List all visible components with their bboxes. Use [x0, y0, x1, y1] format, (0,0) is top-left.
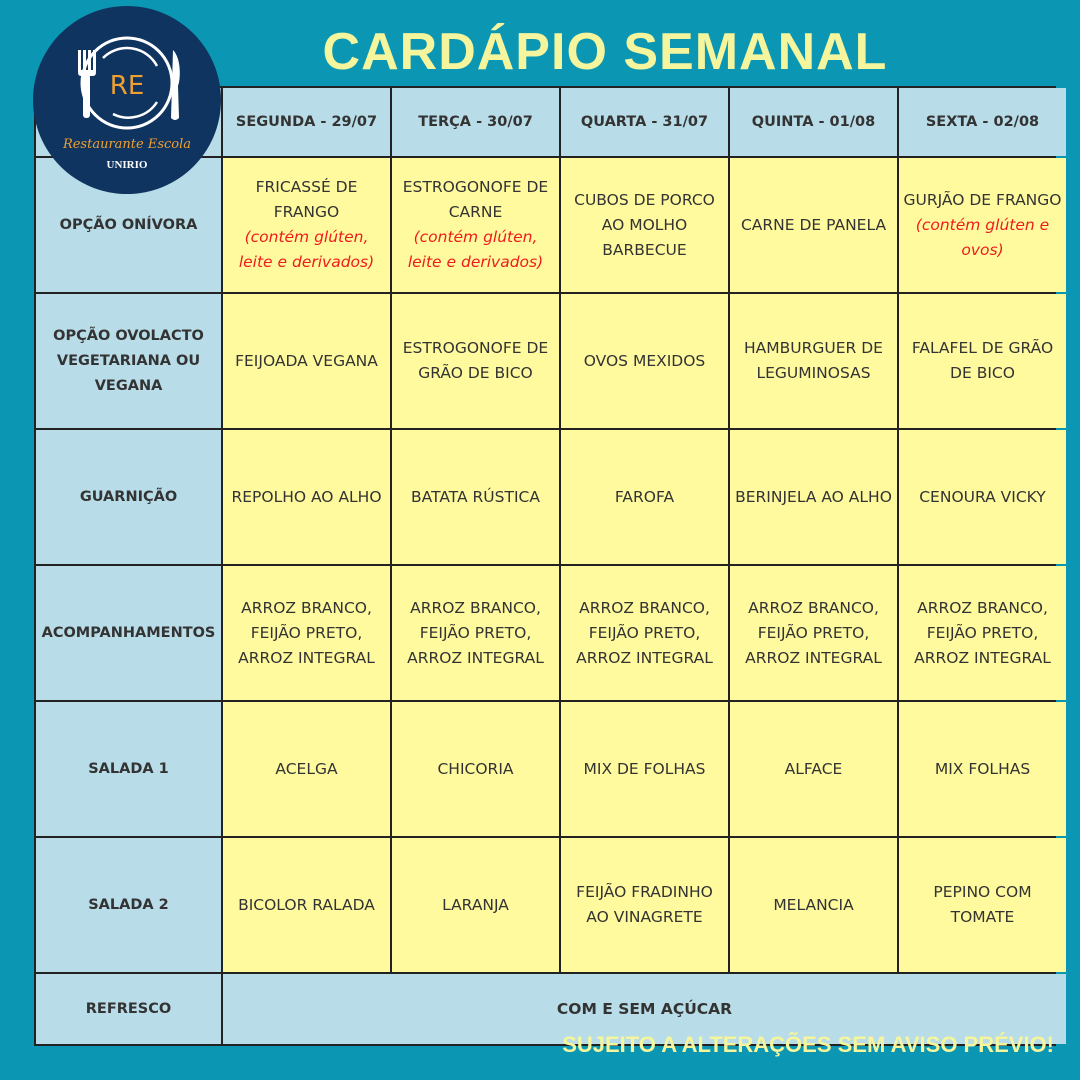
row-label: GUARNIÇÃO — [36, 430, 221, 564]
day-header: QUARTA - 31/07 — [561, 88, 728, 156]
svg-text:Restaurante Escola: Restaurante Escola — [62, 137, 191, 152]
dish-name: CUBOS DE PORCO AO MOLHO BARBECUE — [574, 190, 715, 259]
dish-name: ARROZ BRANCO, FEIJÃO PRETO, ARROZ INTEGR… — [745, 598, 882, 667]
dish-name: BATATA RÚSTICA — [411, 487, 540, 506]
menu-cell: FEIJÃO FRADINHO AO VINAGRETE — [561, 838, 728, 972]
day-header: SEXTA - 02/08 — [899, 88, 1066, 156]
dish-name: CHICORIA — [437, 759, 514, 778]
dish-name: FEIJOADA VEGANA — [235, 351, 378, 370]
menu-cell: OVOS MEXIDOS — [561, 294, 728, 428]
menu-cell: ARROZ BRANCO, FEIJÃO PRETO, ARROZ INTEGR… — [730, 566, 897, 700]
menu-cell: GURJÃO DE FRANGO (contém glúten e ovos) — [899, 158, 1066, 292]
menu-cell: ARROZ BRANCO, FEIJÃO PRETO, ARROZ INTEGR… — [223, 566, 390, 700]
page-title: CARDÁPIO SEMANAL — [322, 23, 888, 81]
menu-cell: ALFACE — [730, 702, 897, 836]
allergen-note: (contém glúten, leite e derivados) — [407, 228, 544, 271]
dish-name: FRICASSÉ DE FRANGO — [255, 178, 358, 221]
menu-cell: MIX FOLHAS — [899, 702, 1066, 836]
menu-cell: MELANCIA — [730, 838, 897, 972]
dish-name: ESTROGONOFE DE GRÃO DE BICO — [402, 339, 549, 382]
dish-name: PEPINO COM TOMATE — [933, 883, 1032, 926]
menu-cell: LARANJA — [392, 838, 559, 972]
row-label: ACOMPANHAMENTOS — [36, 566, 221, 700]
dish-name: ALFACE — [784, 759, 843, 778]
menu-cell: ACELGA — [223, 702, 390, 836]
row-label: SALADA 2 — [36, 838, 221, 972]
menu-cell: FEIJOADA VEGANA — [223, 294, 390, 428]
menu-cell: BERINJELA AO ALHO — [730, 430, 897, 564]
dish-name: BERINJELA AO ALHO — [735, 487, 892, 506]
menu-cell: FAROFA — [561, 430, 728, 564]
menu-cell: BATATA RÚSTICA — [392, 430, 559, 564]
disclaimer: SUJEITO A ALTERAÇÕES SEM AVISO PRÉVIO! — [562, 1032, 1054, 1057]
day-header: SEGUNDA - 29/07 — [223, 88, 390, 156]
dish-name: FAROFA — [614, 487, 675, 506]
menu-cell: ARROZ BRANCO, FEIJÃO PRETO, ARROZ INTEGR… — [561, 566, 728, 700]
row-label: SALADA 1 — [36, 702, 221, 836]
menu-cell: FALAFEL DE GRÃO DE BICO — [899, 294, 1066, 428]
menu-table: SEGUNDA - 29/07 TERÇA - 30/07 QUARTA - 31/… — [34, 86, 1066, 1046]
dish-name: MIX DE FOLHAS — [583, 759, 706, 778]
svg-text:RE: RE — [110, 71, 145, 101]
dish-name: FEIJÃO FRADINHO AO VINAGRETE — [576, 883, 713, 926]
menu-cell: ESTROGONOFE DE CARNE (contém glúten, leit… — [392, 158, 559, 292]
plate-cutlery-icon: RE Restaurante Escola UNIRIO — [62, 36, 191, 171]
menu-cell: PEPINO COM TOMATE — [899, 838, 1066, 972]
restaurant-logo: RE Restaurante Escola UNIRIO — [33, 6, 221, 194]
menu-cell: CENOURA VICKY — [899, 430, 1066, 564]
dish-name: ESTROGONOFE DE CARNE — [402, 178, 549, 221]
menu-cell: ARROZ BRANCO, FEIJÃO PRETO, ARROZ INTEGR… — [392, 566, 559, 700]
row-label: OPÇÃO OVOLACTO VEGETARIANA OU VEGANA — [36, 294, 221, 428]
menu-cell: MIX DE FOLHAS — [561, 702, 728, 836]
refresco-value: COM E SEM AÇÚCAR — [223, 974, 1066, 1044]
dish-name: CARNE DE PANELA — [740, 215, 887, 234]
dish-name: LARANJA — [442, 895, 509, 914]
dish-name: OVOS MEXIDOS — [583, 351, 706, 370]
dish-name: ARROZ BRANCO, FEIJÃO PRETO, ARROZ INTEGR… — [407, 598, 544, 667]
dish-name: MELANCIA — [773, 895, 854, 914]
dish-name: FALAFEL DE GRÃO DE BICO — [911, 339, 1054, 382]
menu-cell: CARNE DE PANELA — [730, 158, 897, 292]
menu-cell: ARROZ BRANCO, FEIJÃO PRETO, ARROZ INTEGR… — [899, 566, 1066, 700]
dish-name: ARROZ BRANCO, FEIJÃO PRETO, ARROZ INTEGR… — [914, 598, 1051, 667]
day-header: TERÇA - 30/07 — [392, 88, 559, 156]
dish-name: CENOURA VICKY — [919, 487, 1046, 506]
allergen-note: (contém glúten e ovos) — [915, 215, 1050, 259]
menu-cell: BICOLOR RALADA — [223, 838, 390, 972]
dish-name: BICOLOR RALADA — [238, 895, 375, 914]
menu-cell: CHICORIA — [392, 702, 559, 836]
dish-name: GURJÃO DE FRANGO — [903, 190, 1062, 209]
menu-cell: HAMBURGUER DE LEGUMINOSAS — [730, 294, 897, 428]
menu-cell: ESTROGONOFE DE GRÃO DE BICO — [392, 294, 559, 428]
dish-name: ARROZ BRANCO, FEIJÃO PRETO, ARROZ INTEGR… — [576, 598, 713, 667]
dish-name: ARROZ BRANCO, FEIJÃO PRETO, ARROZ INTEGR… — [238, 598, 375, 667]
menu-cell: FRICASSÉ DE FRANGO (contém glúten, leite … — [223, 158, 390, 292]
dish-name: HAMBURGUER DE LEGUMINOSAS — [744, 339, 883, 382]
menu-cell: REPOLHO AO ALHO — [223, 430, 390, 564]
svg-text:UNIRIO: UNIRIO — [107, 159, 148, 171]
row-label: REFRESCO — [36, 974, 221, 1044]
menu-cell: CUBOS DE PORCO AO MOLHO BARBECUE — [561, 158, 728, 292]
dish-name: ACELGA — [275, 759, 338, 778]
dish-name: MIX FOLHAS — [934, 759, 1031, 778]
allergen-note: (contém glúten, leite e derivados) — [238, 228, 375, 271]
day-header: QUINTA - 01/08 — [730, 88, 897, 156]
dish-name: REPOLHO AO ALHO — [231, 487, 382, 506]
